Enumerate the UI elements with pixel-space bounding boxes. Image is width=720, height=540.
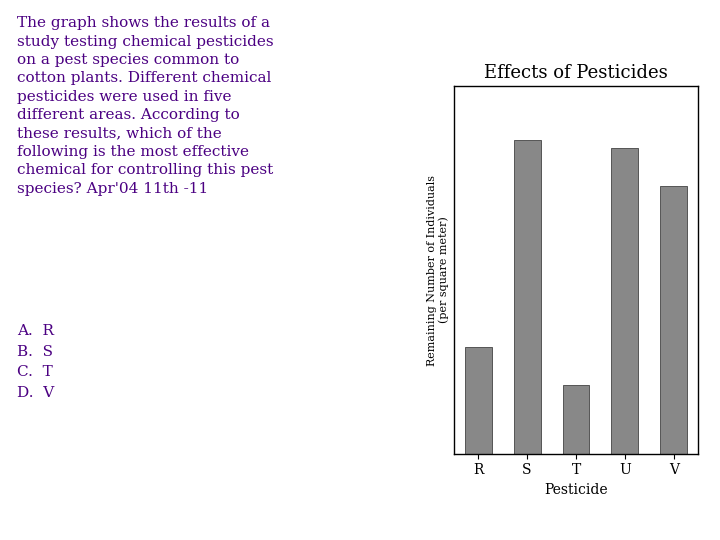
Text: A.  R
B.  S
C.  T
D.  V: A. R B. S C. T D. V: [17, 324, 55, 400]
Text: The graph shows the results of a
study testing chemical pesticides
on a pest spe: The graph shows the results of a study t…: [17, 16, 274, 196]
Bar: [513, 140, 541, 454]
Bar: [464, 347, 492, 454]
X-axis label: Pesticide: Pesticide: [544, 483, 608, 497]
Bar: [562, 384, 590, 454]
Y-axis label: Remaining Number of Individuals
(per square meter): Remaining Number of Individuals (per squ…: [427, 174, 449, 366]
Title: Effects of Pesticides: Effects of Pesticides: [484, 64, 668, 82]
Bar: [611, 147, 639, 454]
Bar: [660, 186, 688, 454]
